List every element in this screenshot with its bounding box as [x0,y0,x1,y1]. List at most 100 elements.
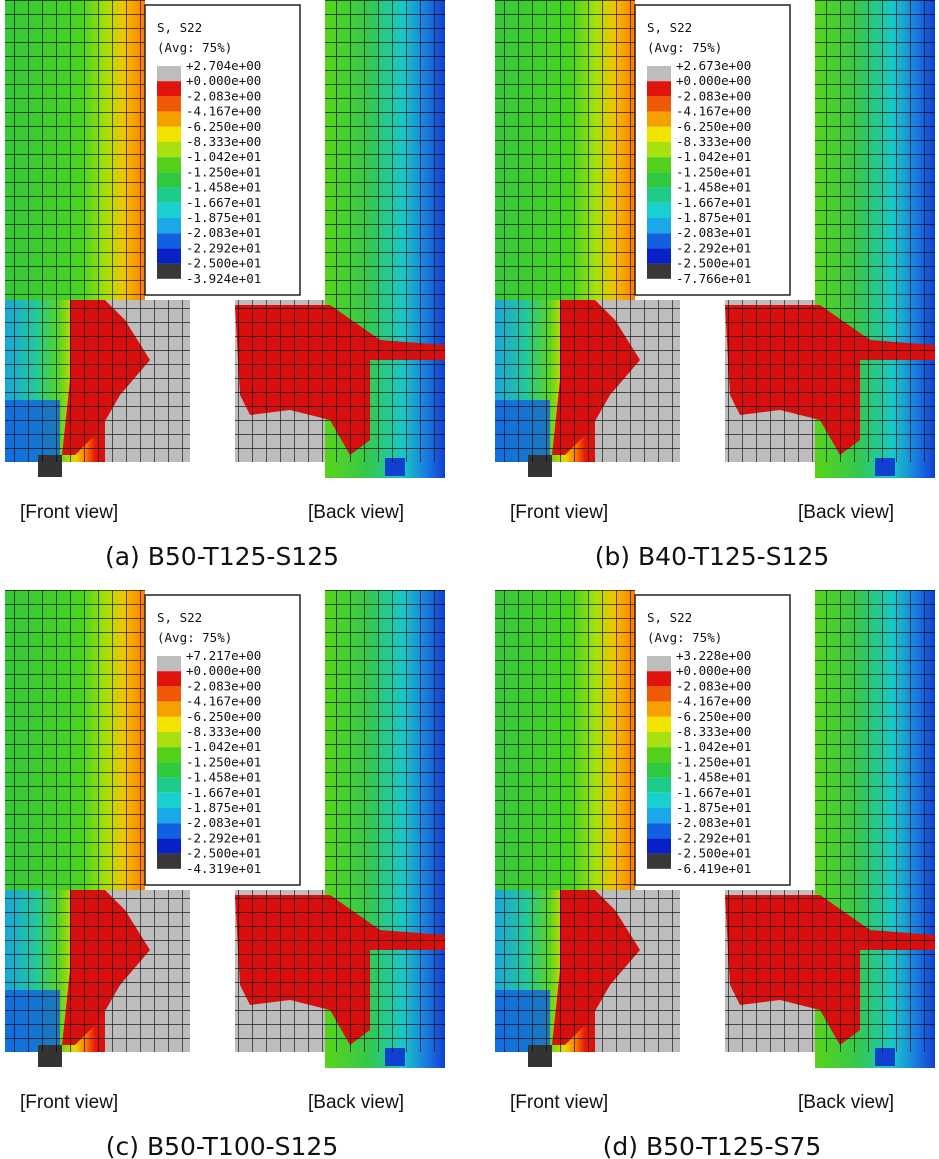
legend-label: -8.333e+00 [676,724,751,739]
legend-label: -2.292e+01 [676,240,751,255]
legend-label: -6.250e+00 [676,119,751,134]
back-dark-zone [875,1048,895,1066]
back-mesh-bottom [725,890,935,1052]
legend-label: -2.292e+01 [186,830,261,845]
back-view-label: [Back view] [798,1092,894,1113]
legend-swatch [647,656,671,672]
legend-label: -1.458e+01 [676,180,751,195]
back-view-label: [Back view] [308,502,404,523]
legend-swatch [157,66,181,82]
legend-swatch [647,671,671,687]
legend-label: -2.500e+01 [676,846,751,861]
back-mesh-top [815,590,935,890]
legend-swatch [647,263,671,279]
legend-swatch [647,187,671,203]
legend-swatch [157,656,181,672]
legend-label: -2.083e+00 [676,88,751,103]
legend-swatch [647,96,671,112]
front-mesh-top [495,590,635,890]
legend-title: S, S22 [157,20,202,35]
legend-swatch [157,81,181,97]
back-dark-zone [385,1048,405,1066]
legend-label: -1.250e+01 [186,754,261,769]
legend-swatch [157,671,181,687]
legend-swatch [647,218,671,234]
back-mesh-top [815,0,935,300]
front-view-label: [Front view] [20,502,118,523]
back-mesh-bottom [235,300,445,462]
legend-swatch [157,716,181,732]
legend-label: -2.083e+01 [186,225,261,240]
legend-label: -1.667e+01 [186,785,261,800]
back-dark-zone [875,458,895,476]
back-view-label: [Back view] [308,1092,404,1113]
legend-swatch [157,218,181,234]
front-view-label: [Front view] [510,502,608,523]
panel: S, S22(Avg: 75%)+2.704e+00+0.000e+00-2.0… [5,0,445,571]
legend-label: -6.419e+01 [676,861,751,876]
legend-label: -8.333e+00 [186,134,261,149]
legend-label: -1.667e+01 [186,195,261,210]
legend-label: +0.000e+00 [676,663,751,678]
back-mesh-bottom [235,890,445,1052]
legend-label: -1.875e+01 [676,800,751,815]
legend-label: -2.083e+00 [186,88,261,103]
legend-swatch [647,823,671,839]
legend-label: -1.458e+01 [186,180,261,195]
legend-label: -4.167e+00 [676,694,751,709]
legend-label: -3.924e+01 [186,271,261,286]
legend-label: -4.167e+00 [676,104,751,119]
legend-swatch [647,701,671,717]
legend-swatch [647,111,671,127]
legend-swatch [647,81,671,97]
legend-average: (Avg: 75%) [157,630,232,645]
legend-swatch [157,142,181,158]
legend-swatch [157,838,181,854]
legend-swatch [647,248,671,264]
legend-swatch [647,716,671,732]
legend-label: -6.250e+00 [186,119,261,134]
back-mesh-top [325,590,445,890]
legend-label: -4.319e+01 [186,861,261,876]
legend-swatch [647,792,671,808]
legend-swatch [647,853,671,869]
legend-swatch [647,142,671,158]
legend-label: -8.333e+00 [186,724,261,739]
legend-swatch [157,172,181,188]
back-mesh-bottom [725,300,935,462]
legend-label: -2.083e+01 [676,815,751,830]
caption: (c) B50-T100-S125 [106,1132,338,1159]
legend-label: +7.217e+00 [186,648,261,663]
legend-label: +2.673e+00 [676,58,751,73]
legend-label: -2.292e+01 [676,830,751,845]
legend-label: -1.042e+01 [186,149,261,164]
legend-label: +2.704e+00 [186,58,261,73]
legend-label: -1.250e+01 [676,754,751,769]
legend-label: +0.000e+00 [676,73,751,88]
legend-swatch [157,233,181,249]
legend-swatch [157,248,181,264]
legend-average: (Avg: 75%) [647,40,722,55]
legend-label: -1.458e+01 [676,770,751,785]
legend-label: -2.083e+01 [186,815,261,830]
legend-swatch [157,747,181,763]
legend-swatch [647,732,671,748]
back-dark-zone [385,458,405,476]
legend-swatch [647,686,671,702]
front-mesh-top [495,0,635,300]
panel: S, S22(Avg: 75%)+3.228e+00+0.000e+00-2.0… [495,590,935,1159]
legend-label: +0.000e+00 [186,663,261,678]
legend-swatch [157,762,181,778]
caption: (a) B50-T125-S125 [105,542,339,571]
legend-title: S, S22 [647,20,692,35]
caption: (d) B50-T125-S75 [603,1132,822,1159]
legend-swatch [647,157,671,173]
legend-swatch [157,202,181,218]
legend-label: -1.042e+01 [676,149,751,164]
legend-swatch [157,263,181,279]
legend-swatch [647,762,671,778]
legend-swatch [157,823,181,839]
legend-label: -1.875e+01 [186,800,261,815]
legend-label: -1.042e+01 [186,739,261,754]
